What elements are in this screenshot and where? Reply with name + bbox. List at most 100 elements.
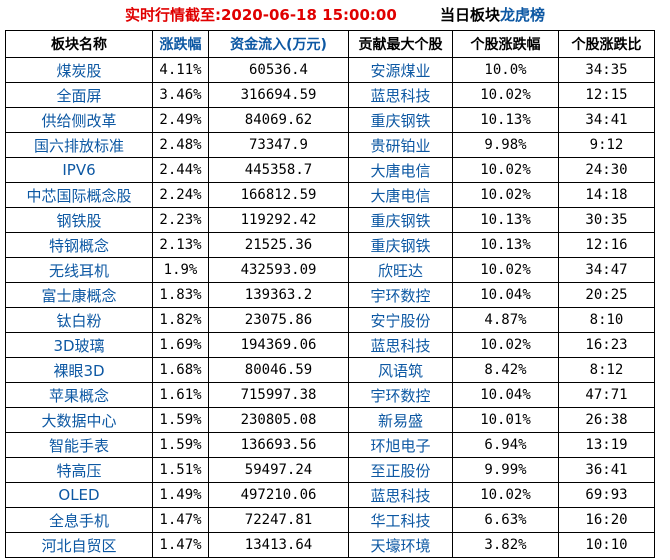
up-down-ratio-cell: 16:20 [558,507,655,533]
capital-inflow-cell: 230805.08 [208,407,349,433]
col-header-change-pct[interactable]: 涨跌幅 [152,30,209,58]
sector-change-cell: 2.24% [152,182,209,208]
stock-link[interactable]: 风语筑 [377,361,423,380]
sector-link[interactable]: 钛白粉 [56,311,102,330]
table-header: 板块名称 涨跌幅 资金流入(万元) 贡献最大个股 个股涨跌幅 个股涨跌比 [5,30,655,58]
table-row: 苹果概念 1.61% 715997.38 宇环数控 10.04% 47:71 [5,382,655,408]
stock-change-cell: 10.02% [452,182,559,208]
stock-link[interactable]: 天壕环境 [370,536,431,555]
up-down-ratio-cell: 26:38 [558,407,655,433]
stock-link[interactable]: 大唐电信 [370,186,431,205]
sector-link[interactable]: 供给侧改革 [41,111,117,130]
sector-name-cell: 钛白粉 [5,307,153,333]
stock-link[interactable]: 环旭电子 [370,436,431,455]
sector-change-cell: 2.23% [152,207,209,233]
table-row: 特高压 1.51% 59497.24 至正股份 9.99% 36:41 [5,457,655,483]
capital-inflow-cell: 73347.9 [208,132,349,158]
stock-change-cell: 10.04% [452,282,559,308]
capital-inflow-cell: 80046.59 [208,357,349,383]
top-stock-cell: 重庆钢铁 [348,207,453,233]
stock-link[interactable]: 宇环数控 [370,386,431,405]
up-down-ratio-cell: 14:18 [558,182,655,208]
up-down-ratio-cell: 30:35 [558,207,655,233]
stock-change-cell: 4.87% [452,307,559,333]
top-stock-cell: 至正股份 [348,457,453,483]
table-row: 供给侧改革 2.49% 84069.62 重庆钢铁 10.13% 34:41 [5,107,655,133]
board-label: 当日板块 [440,6,501,24]
sector-change-cell: 2.48% [152,132,209,158]
stock-link[interactable]: 蓝思科技 [370,486,431,505]
capital-inflow-cell: 194369.06 [208,332,349,358]
sector-change-cell: 1.59% [152,432,209,458]
sector-link[interactable]: 苹果概念 [48,386,109,405]
stock-link[interactable]: 重庆钢铁 [370,111,431,130]
sector-link[interactable]: 裸眼3D [53,361,105,380]
sector-link[interactable]: 智能手表 [48,436,109,455]
sector-change-cell: 1.59% [152,407,209,433]
stock-link[interactable]: 华工科技 [370,511,431,530]
sector-change-cell: 1.49% [152,482,209,508]
stock-link[interactable]: 大唐电信 [370,161,431,180]
sector-link[interactable]: 特高压 [56,461,102,480]
sector-link[interactable]: 钢铁股 [56,211,102,230]
stock-change-cell: 10.04% [452,382,559,408]
sector-board-table: 板块名称 涨跌幅 资金流入(万元) 贡献最大个股 个股涨跌幅 个股涨跌比 煤炭股… [5,30,655,558]
table-row: 特钢概念 2.13% 21525.36 重庆钢铁 10.13% 12:16 [5,232,655,258]
capital-inflow-cell: 497210.06 [208,482,349,508]
stock-link[interactable]: 安源煤业 [370,61,431,80]
sector-name-cell: 中芯国际概念股 [5,182,153,208]
capital-inflow-cell: 23075.86 [208,307,349,333]
sector-change-cell: 1.47% [152,507,209,533]
capital-inflow-cell: 84069.62 [208,107,349,133]
sector-link[interactable]: 全面屏 [56,86,102,105]
stock-link[interactable]: 贵研铂业 [370,136,431,155]
stock-link[interactable]: 至正股份 [370,461,431,480]
sector-link[interactable]: 河北自贸区 [41,536,117,555]
top-stock-cell: 大唐电信 [348,182,453,208]
stock-change-cell: 10.02% [452,82,559,108]
sector-link[interactable]: 大数据中心 [41,411,117,430]
sector-link[interactable]: 无线耳机 [48,261,109,280]
sector-link[interactable]: 全息手机 [48,511,109,530]
top-stock-cell: 宇环数控 [348,282,453,308]
sector-link[interactable]: 富士康概念 [41,286,117,305]
sector-link[interactable]: IPV6 [62,161,96,179]
sector-link[interactable]: 特钢概念 [48,236,109,255]
table-row: 智能手表 1.59% 136693.56 环旭电子 6.94% 13:19 [5,432,655,458]
top-stock-cell: 天壕环境 [348,532,453,558]
top-stock-cell: 蓝思科技 [348,482,453,508]
col-header-sector-name: 板块名称 [5,30,153,58]
sector-name-cell: 3D玻璃 [5,332,153,358]
stock-change-cell: 3.82% [452,532,559,558]
sector-link[interactable]: 煤炭股 [56,61,102,80]
sector-link[interactable]: OLED [58,486,100,504]
stock-link[interactable]: 蓝思科技 [370,86,431,105]
capital-inflow-cell: 432593.09 [208,257,349,283]
sector-link[interactable]: 3D玻璃 [53,336,105,355]
sector-link[interactable]: 国六排放标准 [33,136,124,155]
stock-change-cell: 10.13% [452,232,559,258]
table-row: IPV6 2.44% 445358.7 大唐电信 10.02% 24:30 [5,157,655,183]
stock-link[interactable]: 安宁股份 [370,311,431,330]
sector-name-cell: 大数据中心 [5,407,153,433]
sector-link[interactable]: 中芯国际概念股 [26,186,132,205]
stock-link[interactable]: 重庆钢铁 [370,211,431,230]
stock-link[interactable]: 蓝思科技 [370,336,431,355]
stock-link[interactable]: 重庆钢铁 [370,236,431,255]
col-header-capital-inflow[interactable]: 资金流入(万元) [208,30,349,58]
col-header-top-stock: 贡献最大个股 [348,30,453,58]
sector-name-cell: OLED [5,482,153,508]
top-stock-cell: 宇环数控 [348,382,453,408]
capital-inflow-cell: 715997.38 [208,382,349,408]
stock-link[interactable]: 欣旺达 [377,261,423,280]
stock-link[interactable]: 宇环数控 [370,286,431,305]
capital-inflow-cell: 21525.36 [208,232,349,258]
col-header-up-down-ratio: 个股涨跌比 [558,30,655,58]
stock-link[interactable]: 新易盛 [377,411,423,430]
realtime-timestamp: 实时行情截至:2020-06-18 15:00:00 [124,6,397,24]
up-down-ratio-cell: 9:12 [558,132,655,158]
up-down-ratio-cell: 34:47 [558,257,655,283]
stock-change-cell: 10.13% [452,107,559,133]
sector-name-cell: 智能手表 [5,432,153,458]
dragon-tiger-list-link[interactable]: 龙虎榜 [500,6,546,24]
